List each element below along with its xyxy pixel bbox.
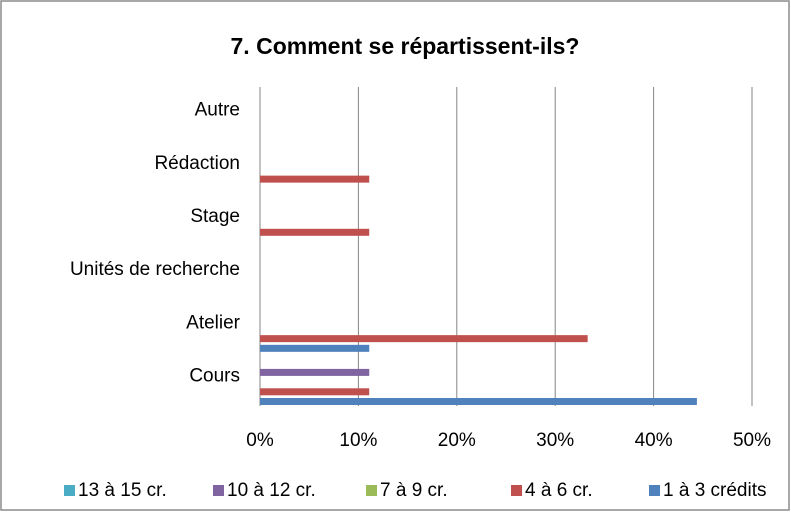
chart-title: 7. Comment se répartissent-ils? <box>231 33 580 59</box>
y-tick-label: Atelier <box>186 312 241 333</box>
x-tick-label: 50% <box>733 430 771 451</box>
legend-swatch <box>649 485 660 496</box>
y-tick-label: Cours <box>189 365 240 386</box>
legend-swatch <box>64 485 75 496</box>
legend-swatch <box>511 485 522 496</box>
bar <box>260 368 370 376</box>
x-tick-label: 30% <box>536 430 574 451</box>
bar <box>260 344 370 352</box>
bar <box>260 175 370 183</box>
y-tick-label: Unités de recherche <box>70 259 240 280</box>
legend-label: 7 à 9 cr. <box>380 480 448 501</box>
x-tick-label: 20% <box>438 430 476 451</box>
labels: 0% 10% 20% 30% 40% 50% Cours Atelier Unités de r… <box>70 100 771 451</box>
bar <box>260 398 697 405</box>
legend-label: 10 à 12 cr. <box>227 480 316 501</box>
x-tick-label: 10% <box>339 430 377 451</box>
legend-swatch <box>213 485 224 496</box>
y-tick-label: Rédaction <box>154 153 240 174</box>
x-tick-label: 40% <box>635 430 673 451</box>
legend-label: 4 à 6 cr. <box>525 480 593 501</box>
grid <box>259 87 753 406</box>
legend-swatch <box>366 485 377 496</box>
legend-label: 1 à 3 crédits <box>663 480 767 501</box>
bars <box>260 175 697 405</box>
bar <box>260 335 588 343</box>
legend-label: 13 à 15 cr. <box>78 480 167 501</box>
bar <box>260 228 370 236</box>
y-tick-label: Autre <box>195 100 240 121</box>
legend: 13 à 15 cr. 10 à 12 cr. 7 à 9 cr. 4 à 6 cr.… <box>64 480 767 501</box>
bar <box>260 388 370 396</box>
y-tick-label: Stage <box>190 206 240 227</box>
x-tick-label: 0% <box>246 430 274 451</box>
